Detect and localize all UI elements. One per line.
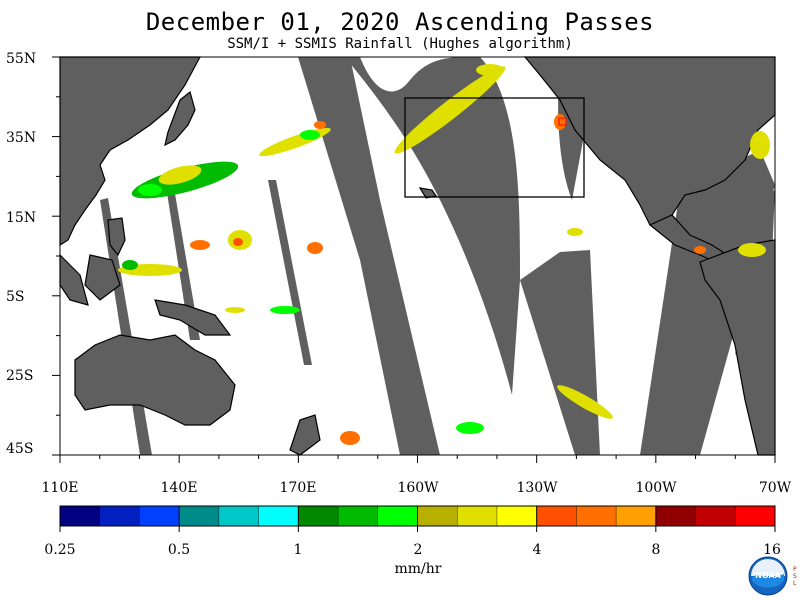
colorbar-swatch (139, 506, 180, 526)
lon-label-3: 160W (397, 480, 439, 496)
colorbar-swatch (417, 506, 458, 526)
colorbar-swatch (496, 506, 538, 526)
colorbar-swatch (258, 506, 299, 526)
rain-patch (738, 243, 766, 257)
swath-gap-2 (165, 180, 200, 340)
colorbar-swatch (338, 506, 379, 526)
noaa-logo: NOAA (748, 556, 788, 596)
lat-label-2: 15N (6, 210, 37, 226)
lon-label-0: 110E (41, 480, 79, 496)
colorbar-tick-2: 1 (293, 542, 303, 558)
colorbar-swatch (99, 506, 140, 526)
location-marker (558, 117, 567, 126)
colorbar-units: mm/hr (394, 561, 442, 577)
colorbar-swatch (179, 506, 220, 526)
colorbar-tick-5: 8 (651, 542, 661, 558)
colorbar-tick-0: 0.25 (44, 542, 76, 558)
colorbar-swatch (695, 506, 736, 526)
lon-label-4: 130W (516, 480, 558, 496)
colorbar-tick-1: 0.5 (167, 542, 191, 558)
colorbar-swatch (735, 506, 776, 526)
japan (164, 90, 196, 147)
rain-patch (554, 114, 566, 130)
colorbar-swatch (60, 506, 101, 526)
colorbar-swatch (377, 506, 418, 526)
colorbar-swatch (655, 506, 697, 526)
philippines (107, 217, 126, 257)
australia (74, 334, 236, 426)
logo-text: NOAA (755, 571, 781, 580)
region-box (404, 97, 585, 198)
colorbar (59, 505, 776, 532)
new-zealand (289, 414, 321, 456)
rain-patch (340, 431, 360, 445)
swath-gap-3 (268, 180, 312, 365)
rain-patch (190, 240, 210, 250)
lon-label-2: 170E (279, 480, 317, 496)
rain-patch (300, 130, 320, 140)
colorbar-swatch (576, 506, 617, 526)
swath-gap-8 (640, 150, 775, 455)
rain-patch (307, 242, 323, 254)
rain-patch (476, 64, 504, 76)
colorbar-swatch (457, 506, 498, 526)
colorbar-swatch (536, 506, 577, 526)
psl-mark: P S L (793, 566, 797, 587)
colorbar-swatch (218, 506, 260, 526)
asia-landmass (59, 56, 202, 247)
swath-gap-5 (345, 57, 520, 395)
lat-label-1: 35N (6, 130, 37, 146)
colorbar-swatch (616, 506, 657, 526)
rain-patch (750, 131, 770, 159)
rain-patch (225, 307, 245, 313)
rain-patch (314, 121, 326, 129)
rain-patch (567, 228, 583, 236)
colorbar-tick-6: 16 (763, 542, 781, 558)
hawaii (418, 187, 437, 199)
lat-label-4: 25S (6, 368, 34, 384)
south-america (699, 239, 776, 456)
rain-patch (122, 260, 138, 270)
borneo (84, 254, 121, 301)
new-guinea (154, 299, 232, 336)
axis-ticks (52, 56, 776, 463)
lon-label-6: 70W (758, 480, 792, 496)
colorbar-swatch (298, 506, 339, 526)
colorbar-tick-3: 2 (413, 542, 423, 558)
map-title: December 01, 2020 Ascending Passes (145, 8, 655, 36)
rain-patch (233, 238, 243, 246)
rainfall-patches (118, 64, 770, 445)
lat-label-3: 5S (6, 289, 25, 305)
rain-patch (456, 422, 484, 434)
map-subtitle: SSM/I + SSMIS Rainfall (Hughes algorithm… (227, 36, 573, 52)
colorbar-tick-4: 4 (532, 542, 542, 558)
rain-patch (394, 66, 506, 154)
rain-patch (694, 246, 706, 254)
lat-label-0: 55N (6, 51, 37, 67)
swath-gap-4 (298, 57, 440, 455)
lon-label-1: 140E (160, 480, 198, 496)
landmasses (59, 56, 776, 456)
lon-label-5: 100W (635, 480, 677, 496)
rain-patch (270, 306, 300, 314)
rain-patch (158, 165, 202, 185)
rain-patch (557, 385, 613, 419)
rain-patch (138, 184, 162, 196)
lat-label-5: 45S (6, 441, 34, 457)
